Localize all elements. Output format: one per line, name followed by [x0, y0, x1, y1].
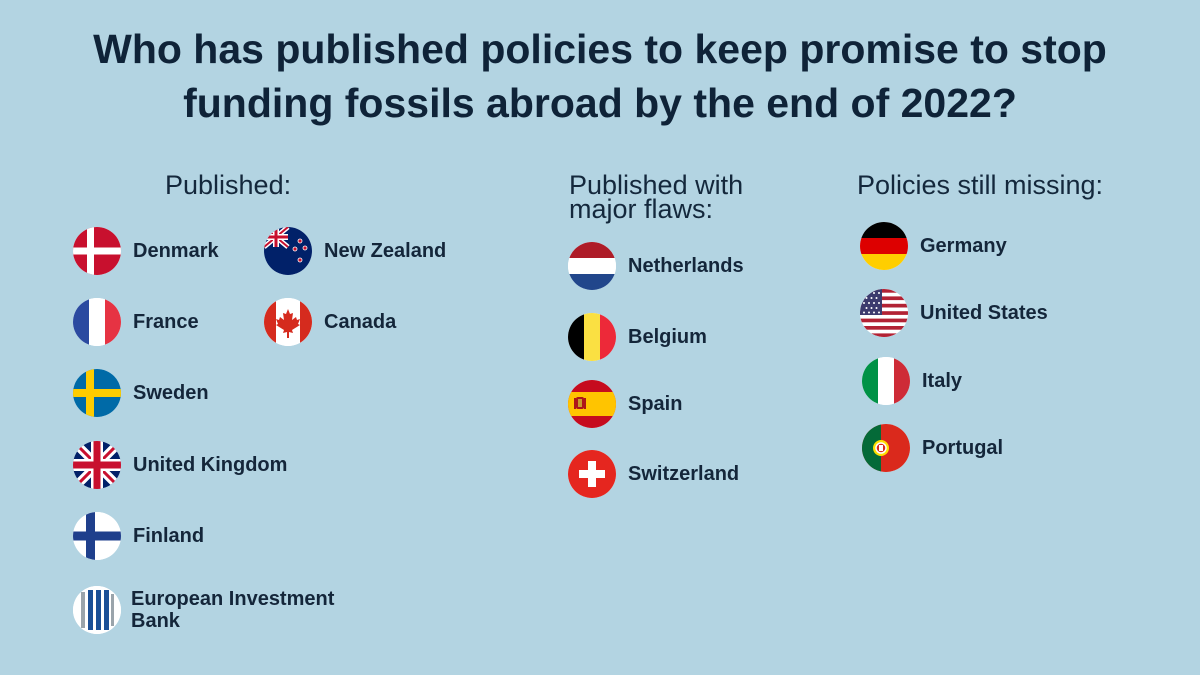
- switzerland-flag-icon: [568, 450, 616, 498]
- page-title: Who has published policies to keep promi…: [0, 22, 1200, 130]
- list-item-canada: Canada: [264, 298, 396, 346]
- country-label: Switzerland: [628, 463, 740, 485]
- spain-flag-icon: [568, 380, 616, 428]
- country-label: Canada: [324, 311, 397, 333]
- italy-flag-icon: [862, 357, 910, 405]
- country-label: Netherlands: [628, 255, 744, 277]
- list-item-switzerland: Switzerland: [568, 450, 739, 498]
- list-item-germany: Germany: [860, 222, 1007, 270]
- country-label: United Kingdom: [133, 454, 288, 476]
- country-label: Finland: [133, 525, 205, 547]
- flawed-heading-line-1: Published with: [569, 170, 744, 200]
- title-line-1: Who has published policies to keep promi…: [93, 26, 1107, 72]
- united-kingdom-flag-icon: [73, 441, 121, 489]
- list-item-finland: Finland: [73, 512, 204, 560]
- missing-heading: Policies still missing:: [857, 170, 1104, 200]
- germany-flag-icon: [860, 222, 908, 270]
- country-label: Germany: [920, 235, 1007, 257]
- sweden-flag-icon: [73, 369, 121, 417]
- list-item-denmark: Denmark: [73, 227, 219, 275]
- country-label: Italy: [922, 370, 963, 392]
- flawed-heading-line-2: major flaws:: [569, 194, 714, 224]
- finland-flag-icon: [73, 512, 121, 560]
- belgium-flag-icon: [568, 313, 616, 361]
- title-line-2: funding fossils abroad by the end of 202…: [183, 80, 1017, 126]
- country-label: Sweden: [133, 382, 209, 404]
- denmark-flag-icon: [73, 227, 121, 275]
- list-item-european-investment-bank: European Investment Bank: [73, 586, 371, 634]
- list-item-sweden: Sweden: [73, 369, 209, 417]
- list-item-united-states: United States: [860, 289, 1048, 337]
- list-item-portugal: Portugal: [862, 424, 1003, 472]
- portugal-flag-icon: [862, 424, 910, 472]
- flawed-heading: Published with major flaws:: [569, 172, 743, 223]
- list-item-spain: Spain: [568, 380, 682, 428]
- country-label: France: [133, 311, 199, 333]
- list-item-united-kingdom: United Kingdom: [73, 441, 287, 489]
- canada-flag-icon: [264, 298, 312, 346]
- country-label: Denmark: [133, 240, 219, 262]
- new-zealand-flag-icon: [264, 227, 312, 275]
- list-item-netherlands: Netherlands: [568, 242, 744, 290]
- list-item-france: France: [73, 298, 199, 346]
- country-label: European Investment Bank: [131, 588, 335, 632]
- france-flag-icon: [73, 298, 121, 346]
- country-label: Spain: [628, 393, 683, 415]
- country-label: New Zealand: [324, 240, 447, 262]
- eib-logo-icon: [73, 586, 121, 634]
- netherlands-flag-icon: [568, 242, 616, 290]
- united-states-flag-icon: [860, 289, 908, 337]
- published-heading: Published:: [165, 170, 292, 200]
- list-item-italy: Italy: [862, 357, 962, 405]
- country-label: Portugal: [922, 437, 1004, 459]
- list-item-new-zealand: New Zealand: [264, 227, 446, 275]
- list-item-belgium: Belgium: [568, 313, 707, 361]
- country-label: Belgium: [628, 326, 707, 348]
- country-label: United States: [920, 302, 1048, 324]
